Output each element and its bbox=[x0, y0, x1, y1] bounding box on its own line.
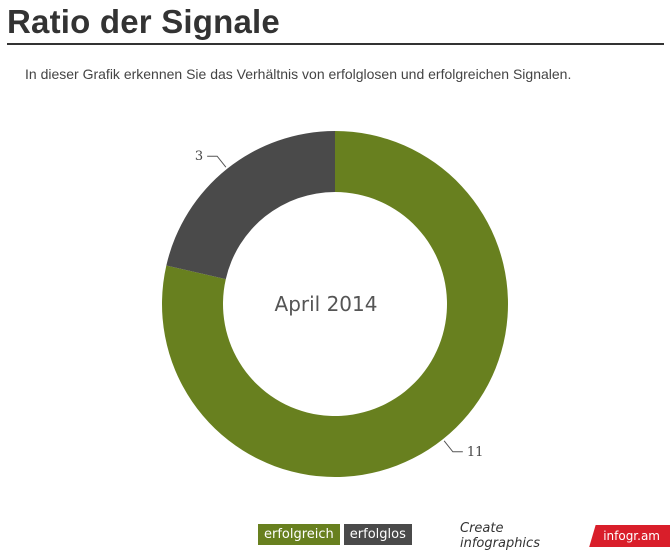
title-divider bbox=[7, 43, 664, 45]
donut-center-label: April 2014 bbox=[275, 292, 378, 316]
donut-slice-erfolgreich[interactable] bbox=[162, 131, 509, 477]
donut-slices bbox=[162, 131, 509, 477]
leader-line-erfolglos bbox=[207, 155, 227, 168]
brand-tagline: Create infographics bbox=[460, 521, 540, 551]
donut-slice-erfolglos[interactable] bbox=[166, 131, 335, 280]
leader-line-erfolgreich bbox=[443, 440, 463, 453]
slice-leader-lines: 11 3 bbox=[195, 149, 484, 460]
infogram-brand[interactable]: Create infographics infogr.am bbox=[460, 521, 670, 551]
value-label-erfolglos: 3 bbox=[195, 149, 203, 164]
infogram-logo[interactable]: infogr.am bbox=[589, 525, 670, 547]
legend-item-erfolglos[interactable]: erfolglos bbox=[343, 524, 412, 545]
chart-subtitle: In dieser Grafik erkennen Sie das Verhäl… bbox=[25, 66, 572, 82]
page-title: Ratio der Signale bbox=[7, 3, 280, 40]
legend-item-erfolgreich[interactable]: erfolgreich bbox=[258, 524, 340, 545]
value-label-erfolgreich: 11 bbox=[467, 445, 484, 460]
chart-legend: erfolgreich erfolglos bbox=[258, 524, 412, 545]
